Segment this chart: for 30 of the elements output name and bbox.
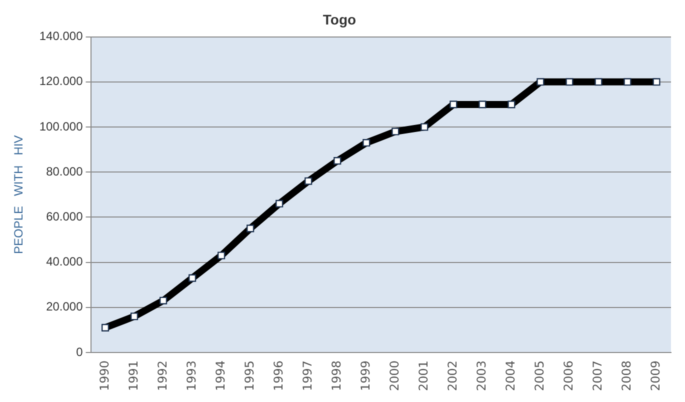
y-tick-label: 80.000	[46, 164, 84, 178]
x-tick-label: 2000	[388, 360, 402, 392]
y-tick-label: 100.000	[39, 119, 84, 134]
x-tick-label: 1995	[242, 360, 256, 392]
x-tick-label: 1990	[97, 360, 112, 392]
y-tick-label: 40.000	[46, 254, 84, 269]
x-tick-label: 2003	[474, 360, 489, 392]
y-tick-label: 0	[76, 344, 84, 359]
x-tick-label: 2005	[532, 360, 547, 392]
x-tick-label: 1998	[329, 360, 344, 392]
x-tick-label: 2001	[416, 360, 431, 392]
x-tick-label: 1993	[184, 360, 198, 392]
x-tick-label: 2006	[562, 360, 576, 392]
x-tick-label: 2008	[620, 360, 634, 392]
y-tick-label: 20.000	[46, 300, 84, 314]
x-tick-label: 2002	[446, 360, 460, 392]
x-tick-label: 2007	[590, 360, 605, 392]
x-tick-label: 1997	[300, 360, 314, 392]
x-tick-label: 2009	[648, 360, 663, 392]
x-tick-label: 1994	[213, 360, 228, 392]
x-tick-label: 1996	[271, 360, 286, 392]
x-tick-label: 2004	[504, 360, 518, 392]
y-tick-label: 120.000	[39, 74, 84, 88]
x-tick-label: 1991	[126, 360, 140, 392]
y-tick-label: 60.000	[46, 209, 84, 224]
y-axis-title: PEOPLE WITH HIV	[12, 135, 26, 254]
x-tick-label: 1999	[358, 360, 373, 392]
y-tick-label: 140.000	[39, 29, 84, 44]
x-tick-label: 1992	[155, 360, 170, 392]
chart-title: Togo	[322, 11, 356, 28]
